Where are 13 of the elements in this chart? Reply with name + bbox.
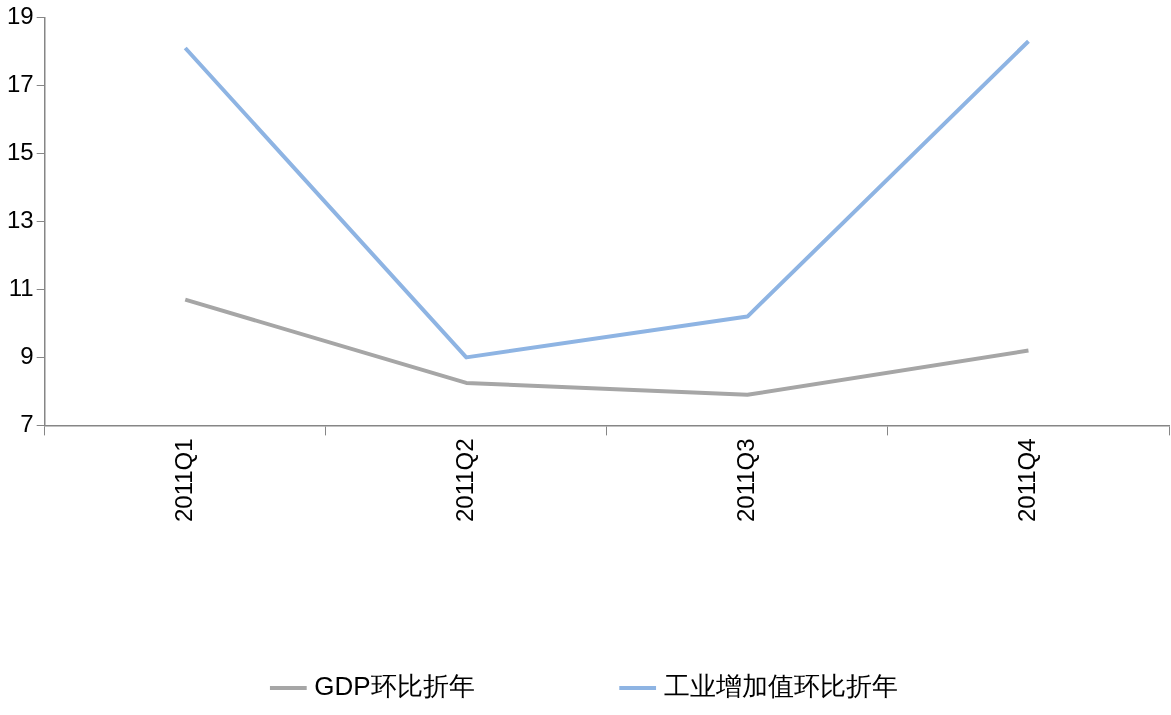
x-tick-label: 2011Q3 — [732, 438, 760, 522]
x-tick-label: 2011Q4 — [1013, 438, 1041, 522]
y-tick-label: 19 — [6, 2, 34, 30]
legend-label: GDP环比折年 — [314, 671, 475, 702]
y-tick-label: 7 — [20, 410, 34, 437]
x-tick-label: 2011Q2 — [450, 438, 478, 522]
y-tick-label: 11 — [8, 274, 34, 302]
y-tick-label: 13 — [6, 206, 34, 234]
y-tick-label: 15 — [6, 138, 34, 166]
y-tick-label: 17 — [6, 70, 34, 98]
legend-label: 工业增加值环比折年 — [663, 671, 898, 702]
y-tick-label: 9 — [20, 342, 34, 369]
x-tick-label: 2011Q1 — [169, 438, 197, 522]
